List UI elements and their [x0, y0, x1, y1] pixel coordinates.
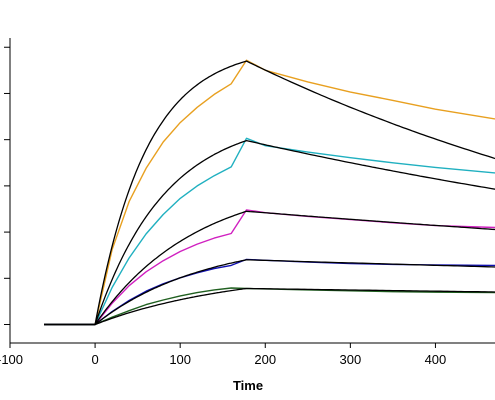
fit-line-1: [44, 60, 495, 326]
ticks: -100 0 100 200 300 400: [0, 46, 447, 367]
x-tick-label: 300: [339, 352, 361, 367]
axes: [9, 38, 495, 344]
x-tick-label: 400: [425, 352, 447, 367]
series-line-2: [44, 137, 495, 326]
x-tick-label: -100: [0, 352, 23, 367]
series-line-5: [44, 287, 495, 326]
fit-line-4: [44, 259, 495, 326]
x-tick-label: 100: [169, 352, 191, 367]
x-tick-label: 200: [254, 352, 276, 367]
fit-line-2: [44, 139, 495, 326]
fit-line-3: [44, 210, 495, 326]
series-line-1: [44, 59, 495, 326]
series-line-3: [44, 209, 495, 326]
series-layer: [44, 59, 495, 326]
x-tick-label: 0: [91, 352, 98, 367]
fit-line-5: [44, 287, 495, 326]
fit-layer: [44, 60, 495, 326]
x-axis-title: Time: [233, 378, 263, 393]
